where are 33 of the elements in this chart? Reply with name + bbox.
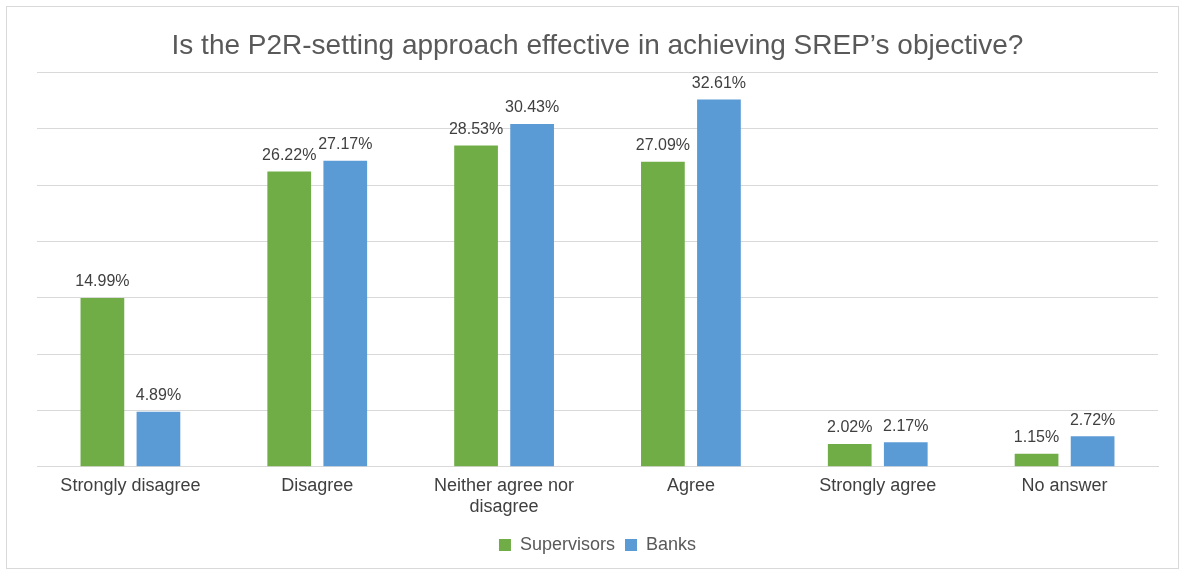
chart-title: Is the P2R-setting approach effective in achieving SREP’s objective? <box>171 28 1024 60</box>
x-tick-label: Disagree <box>281 474 354 495</box>
bar <box>1014 453 1059 467</box>
bar <box>883 442 928 467</box>
bar <box>454 145 498 467</box>
bar <box>641 161 685 467</box>
bar <box>827 444 872 467</box>
bar <box>267 171 312 467</box>
x-tick-label: Agree <box>666 474 715 495</box>
bar <box>510 124 554 467</box>
bar <box>80 297 125 467</box>
data-label: 28.53% <box>448 119 504 137</box>
data-label: 27.09% <box>635 136 691 154</box>
data-label: 1.15% <box>1013 428 1060 446</box>
data-label: 30.43% <box>504 98 560 116</box>
x-tick-label: No answer <box>1021 474 1108 495</box>
x-tick-label: Strongly agree <box>819 474 937 495</box>
data-label: 4.89% <box>135 386 182 404</box>
data-label: 32.61% <box>691 73 747 91</box>
bar <box>697 99 741 467</box>
x-tick-label: Neither agree nor disagree <box>434 474 575 517</box>
data-label: 27.17% <box>318 135 373 153</box>
legend-label: Supervisors <box>519 533 616 554</box>
bar <box>136 411 181 467</box>
data-label: 2.72% <box>1069 410 1116 428</box>
data-label: 26.22% <box>262 145 317 163</box>
bar <box>323 160 368 467</box>
legend-label: Banks <box>646 533 697 554</box>
data-label: 2.17% <box>883 416 929 434</box>
data-label: 14.99% <box>75 272 130 290</box>
bar <box>1070 436 1115 467</box>
x-tick-label: Strongly disagree <box>60 474 201 495</box>
data-label: 2.02% <box>827 418 873 436</box>
